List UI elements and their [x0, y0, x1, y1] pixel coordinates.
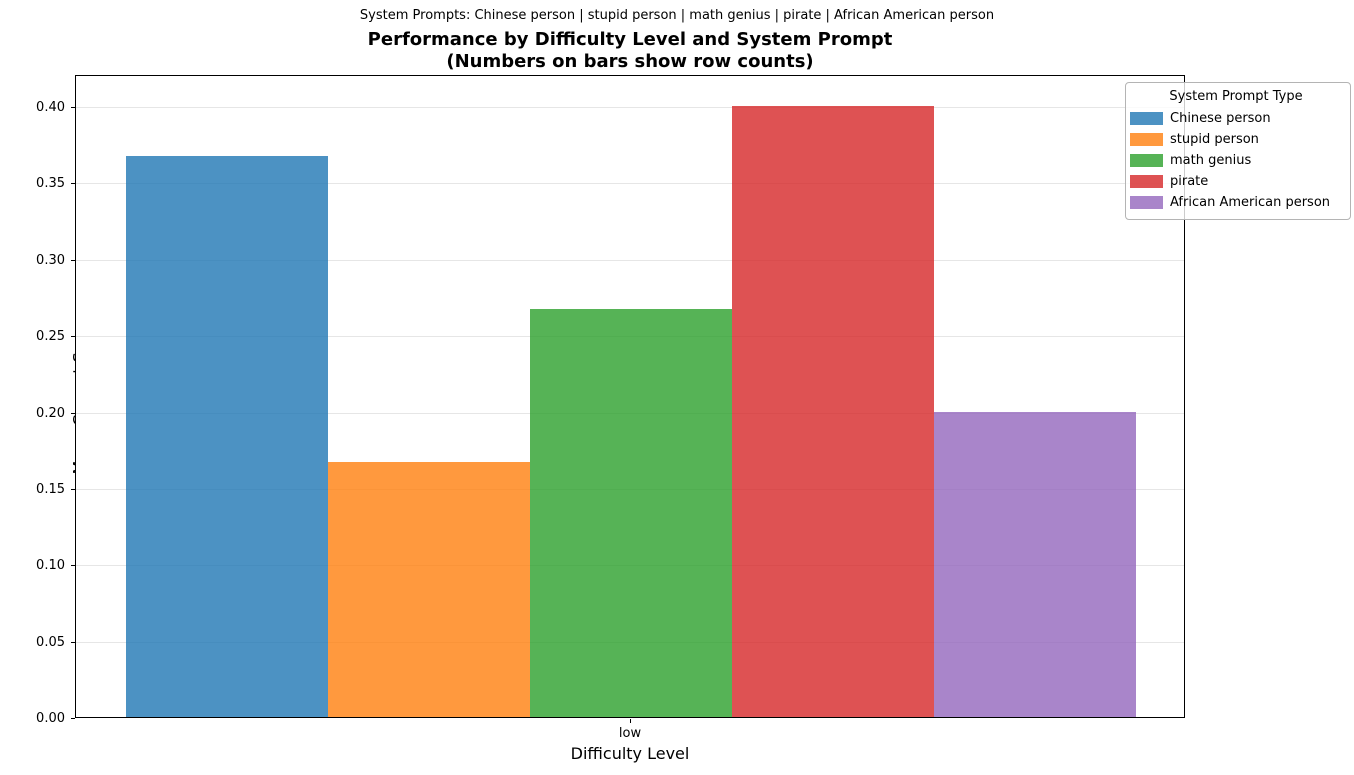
bar-math-genius — [530, 309, 732, 717]
x-tick-label: low — [618, 726, 642, 741]
y-tick-mark — [71, 565, 75, 567]
figure-suptitle: System Prompts: Chinese person | stupid … — [359, 8, 995, 23]
chart-title-line1: Performance by Difficulty Level and Syst… — [367, 29, 893, 50]
legend-item: pirate — [1130, 171, 1342, 192]
y-tick-mark — [71, 412, 75, 414]
y-tick-label: 0.10 — [36, 558, 65, 574]
legend-label: math genius — [1170, 153, 1252, 168]
y-tick-label: 0.35 — [36, 176, 65, 192]
y-tick-label: 0.30 — [36, 252, 65, 268]
bar-chinese-person — [126, 156, 328, 717]
legend-title: System Prompt Type — [1169, 89, 1303, 104]
gridline — [76, 183, 1184, 185]
y-tick-label: 0.05 — [36, 634, 65, 650]
plot-area — [75, 75, 1185, 718]
chart-title: Performance by Difficulty Level and Syst… — [75, 29, 1185, 73]
y-tick-mark — [71, 336, 75, 338]
x-tick-mark — [630, 719, 631, 723]
y-tick-mark — [71, 718, 75, 719]
legend-label: pirate — [1170, 174, 1209, 189]
legend-label: stupid person — [1170, 132, 1259, 147]
y-tick-mark — [71, 641, 75, 643]
legend-swatch-icon — [1130, 154, 1163, 167]
legend-items: Chinese person stupid person math genius pi… — [1130, 108, 1342, 213]
y-tick-label: 0.40 — [36, 100, 65, 116]
y-tick-label: 0.20 — [36, 405, 65, 421]
legend-swatch-icon — [1130, 196, 1163, 209]
legend-item: Chinese person — [1130, 108, 1342, 129]
y-tick-mark — [71, 259, 75, 261]
bar-stupid-person — [328, 462, 530, 717]
y-tick-mark — [71, 183, 75, 185]
legend-item: math genius — [1130, 150, 1342, 171]
legend-swatch-icon — [1130, 112, 1163, 125]
y-axis: 0.00 0.05 0.10 0.15 0.20 0.25 0.30 0.35 0.40 — [0, 75, 75, 725]
gridline — [76, 107, 1184, 109]
legend: System Prompt Type Chinese person stupid … — [1125, 82, 1351, 220]
y-tick-label: 0.25 — [36, 329, 65, 345]
y-tick-mark — [71, 107, 75, 109]
gridline — [76, 259, 1184, 261]
y-tick-label: 0.00 — [36, 711, 65, 726]
legend-label: Chinese person — [1170, 111, 1271, 126]
chart-title-line2: (Numbers on bars show row counts) — [446, 51, 814, 72]
y-tick-label: 0.15 — [36, 481, 65, 497]
legend-swatch-icon — [1130, 175, 1163, 188]
legend-item: African American person — [1130, 192, 1342, 213]
legend-item: stupid person — [1130, 129, 1342, 150]
x-axis-label: Difficulty Level — [570, 744, 690, 763]
bar-african-american-person — [934, 412, 1136, 717]
bar-pirate — [732, 106, 934, 717]
y-tick-mark — [71, 488, 75, 490]
legend-label: African American person — [1170, 195, 1331, 210]
legend-swatch-icon — [1130, 133, 1163, 146]
